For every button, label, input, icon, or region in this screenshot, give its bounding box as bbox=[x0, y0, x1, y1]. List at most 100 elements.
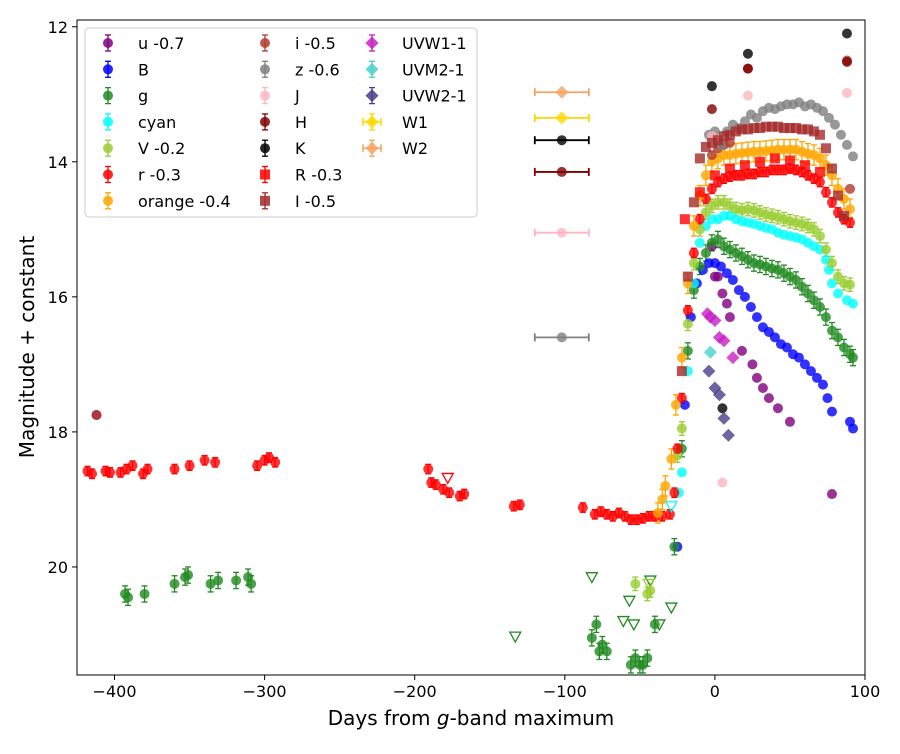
data-point-i-0-5 bbox=[706, 137, 717, 148]
legend: u -0.7 Bg cyan V -0.2 r -0.3 orange -0.4 i -0.… bbox=[84, 27, 478, 218]
data-point-i-0-5 bbox=[694, 153, 705, 164]
data-point-uvw2-1 bbox=[712, 388, 726, 402]
legend-item: UVW1-1 bbox=[365, 34, 467, 53]
data-point-u-0-7 bbox=[717, 288, 728, 299]
data-point-v-0-2 bbox=[808, 224, 819, 235]
data-point-g bbox=[591, 619, 602, 630]
data-point-r-0-3 bbox=[459, 489, 470, 500]
data-point-r-0-3 bbox=[444, 487, 455, 498]
data-point-r-0-3 bbox=[799, 160, 810, 171]
data-point-v-0-2 bbox=[844, 279, 855, 290]
x-tick-label: −100 bbox=[543, 682, 587, 701]
data-point-g bbox=[123, 592, 134, 603]
data-point-mir bbox=[556, 135, 567, 146]
data-point-g bbox=[802, 288, 813, 299]
legend-marker bbox=[365, 141, 379, 155]
legend-label: V -0.2 bbox=[138, 139, 185, 158]
x-tick-label: −200 bbox=[393, 682, 437, 701]
legend-label: cyan bbox=[138, 113, 176, 132]
data-point-r-0-3 bbox=[814, 177, 825, 188]
data-point-k bbox=[706, 81, 717, 92]
data-point-z-0-6 bbox=[847, 151, 858, 162]
legend-label: R -0.3 bbox=[295, 166, 342, 185]
y-tick-label: 12 bbox=[48, 18, 68, 37]
data-point-r-0-3 bbox=[252, 460, 263, 471]
legend-marker bbox=[365, 62, 379, 76]
data-point-u-0-7 bbox=[826, 489, 837, 500]
data-point-i-0-5 bbox=[784, 123, 795, 134]
legend-label: W2 bbox=[402, 139, 428, 158]
legend-item: H bbox=[260, 113, 307, 132]
data-point-r-0-3 bbox=[199, 455, 210, 466]
data-point-g bbox=[669, 541, 680, 552]
data-point-cyan bbox=[676, 467, 687, 478]
data-point-r-0-3 bbox=[769, 153, 780, 164]
data-point-i-0-5 bbox=[712, 135, 723, 146]
y-axis-label: Magnitude + constant bbox=[15, 236, 39, 459]
data-point-h bbox=[841, 56, 852, 67]
legend-item: R -0.3 bbox=[260, 166, 342, 185]
data-point-z-0-6 bbox=[817, 106, 828, 117]
data-point-g bbox=[139, 588, 150, 599]
x-tick-label: 0 bbox=[710, 682, 720, 701]
data-point-r-0-3 bbox=[820, 187, 831, 198]
data-point-z-0-6 bbox=[835, 129, 846, 140]
upper-limit-marker bbox=[664, 501, 678, 514]
data-point-v-0-2 bbox=[682, 318, 693, 329]
legend-label: I -0.5 bbox=[295, 192, 336, 211]
data-point-i-0-5 bbox=[790, 123, 801, 134]
legend-label: UVW2-1 bbox=[402, 87, 467, 106]
legend-marker bbox=[365, 36, 379, 50]
data-point-i-0-5 bbox=[766, 121, 777, 132]
data-point-r-0-3 bbox=[105, 467, 116, 478]
legend-label: u -0.7 bbox=[138, 34, 184, 53]
data-point-i-0-5 bbox=[700, 141, 711, 152]
data-point-i-0-5 bbox=[682, 271, 693, 282]
data-point-g bbox=[814, 301, 825, 312]
legend-marker bbox=[260, 64, 270, 75]
data-point-h bbox=[742, 63, 753, 74]
legend-marker bbox=[103, 90, 113, 101]
x-tick-label: 100 bbox=[850, 682, 881, 701]
data-point-g bbox=[642, 653, 653, 664]
data-point-b bbox=[826, 406, 837, 417]
data-point-w2 bbox=[555, 85, 569, 99]
data-point-b bbox=[751, 312, 762, 323]
data-point-r-0-3 bbox=[784, 155, 795, 166]
data-point-g bbox=[712, 234, 723, 245]
data-point-r-0-3 bbox=[127, 460, 138, 471]
data-point-b bbox=[733, 285, 744, 296]
data-point-v-0-2 bbox=[814, 231, 825, 242]
data-point-u-0-7 bbox=[763, 393, 774, 404]
data-point-g bbox=[832, 332, 843, 343]
data-point-mir bbox=[556, 332, 567, 343]
data-point-i-0-5 bbox=[676, 366, 687, 377]
legend-item: J bbox=[260, 87, 300, 106]
data-point-r-0-3 bbox=[664, 509, 675, 520]
data-point-b bbox=[745, 301, 756, 312]
data-point-i-0-5 bbox=[838, 210, 849, 221]
data-point-uvw1-1 bbox=[717, 334, 731, 348]
legend-label: H bbox=[295, 113, 307, 132]
legend-label: J bbox=[294, 87, 300, 106]
legend-box bbox=[84, 27, 478, 218]
legend-item: UVM2-1 bbox=[365, 60, 465, 79]
data-point-z-0-6 bbox=[829, 119, 840, 130]
data-point-j bbox=[841, 87, 852, 98]
data-point-orange-0-4 bbox=[652, 507, 663, 518]
data-point-b bbox=[822, 393, 833, 404]
data-point-i-0-5 bbox=[742, 124, 753, 135]
data-point-z-0-6 bbox=[823, 112, 834, 123]
legend-label: orange -0.4 bbox=[138, 192, 231, 211]
data-point-r-0-3 bbox=[814, 166, 825, 177]
legend-item: i -0.5 bbox=[260, 34, 336, 53]
legend-label: i -0.5 bbox=[295, 34, 336, 53]
data-point-cyan bbox=[694, 237, 705, 248]
legend-item: W1 bbox=[362, 113, 428, 132]
legend-item: W2 bbox=[362, 139, 428, 158]
legend-marker bbox=[103, 64, 113, 75]
data-point-k bbox=[841, 28, 852, 39]
data-point-i-0-5 bbox=[832, 190, 843, 201]
data-point-i-0-5 bbox=[796, 124, 807, 135]
data-point-z-0-6 bbox=[739, 116, 750, 127]
